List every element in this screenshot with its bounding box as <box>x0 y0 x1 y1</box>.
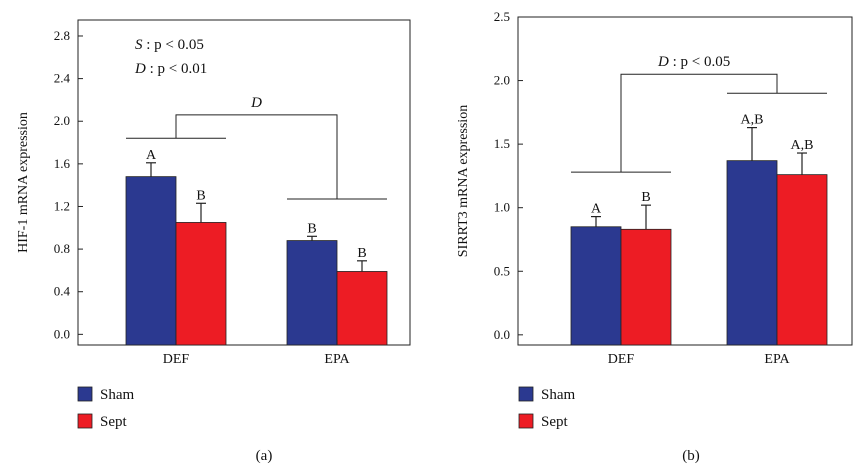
y-tick-label: 1.6 <box>54 156 71 171</box>
stat-factor: S <box>135 37 143 53</box>
bar-sept-def <box>620 228 672 346</box>
bracket-connector <box>175 114 338 200</box>
legend-label-sham: Sham <box>541 387 576 403</box>
y-tick-label: 0.4 <box>54 284 71 299</box>
y-tick-label: 1.0 <box>494 200 510 215</box>
y-tick-label: 2.8 <box>54 28 70 43</box>
significance-letter: B <box>641 190 650 205</box>
significance-letter: A <box>146 148 157 163</box>
plot-frame <box>77 19 411 346</box>
stat-text: : p < 0.01 <box>146 61 207 77</box>
panel-a: 0.0 0.4 0.8 1.2 1.6 2.0 2.4 2.8 HIF-1 mRNA expre… <box>16 19 411 464</box>
bar-sham-epa <box>726 160 778 346</box>
y-tick-label: 2.4 <box>54 71 71 86</box>
significance-letter: B <box>307 221 316 236</box>
panel-label: (b) <box>682 448 700 464</box>
bar-sham-def <box>125 176 177 346</box>
significance-letter: A <box>591 202 602 217</box>
bar-sept-def <box>175 222 227 346</box>
panel-b: 0.0 0.5 1.0 1.5 2.0 2.5 SIRRT3 mRNA expression… <box>456 9 853 464</box>
stat-annotation: S : p < 0.05 <box>135 37 204 53</box>
stat-annotation: D : p < 0.05 <box>657 54 730 70</box>
stat-factor: D <box>134 61 146 77</box>
y-tick-label: 2.5 <box>494 9 510 24</box>
y-tick-label: 2.0 <box>494 73 510 88</box>
stat-annotation: D : p < 0.01 <box>134 61 207 77</box>
bar-sham-epa <box>286 240 338 346</box>
y-tick-label: 1.2 <box>54 198 70 213</box>
y-tick-label: 0.8 <box>54 241 70 256</box>
x-category-label: EPA <box>324 352 350 367</box>
y-tick-label: 0.0 <box>54 326 70 341</box>
legend-swatch-sham <box>77 386 93 402</box>
legend-swatch-sept <box>77 413 93 429</box>
panel-label: (a) <box>256 448 273 464</box>
x-category-label: DEF <box>608 352 635 367</box>
significance-letter: A,B <box>791 138 814 153</box>
legend-label-sham: Sham <box>100 387 135 403</box>
plot-frame <box>517 16 853 346</box>
bar-sham-def <box>570 226 622 346</box>
x-category-label: DEF <box>163 352 190 367</box>
y-axis-label: HIF-1 mRNA expression <box>16 112 31 253</box>
y-tick-label: 0.0 <box>494 327 510 342</box>
bracket-label: D <box>250 95 262 111</box>
bar-sept-epa <box>776 174 828 346</box>
legend-swatch-sham <box>518 386 534 402</box>
stat-text: : p < 0.05 <box>669 54 730 70</box>
y-axis-label: SIRRT3 mRNA expression <box>456 105 471 257</box>
y-tick-label: 1.5 <box>494 136 510 151</box>
y-tick-label: 0.5 <box>494 263 510 278</box>
significance-letter: A,B <box>741 113 764 128</box>
x-category-label: EPA <box>764 352 790 367</box>
legend-label-sept: Sept <box>541 414 569 430</box>
legend-label-sept: Sept <box>100 414 128 430</box>
y-tick-label: 2.0 <box>54 113 70 128</box>
significance-letter: B <box>196 188 205 203</box>
bracket-connector <box>620 73 778 173</box>
legend-swatch-sept <box>518 413 534 429</box>
stat-factor: D <box>657 54 669 70</box>
significance-letter: B <box>357 246 366 261</box>
bar-sept-epa <box>336 271 388 346</box>
stat-text: : p < 0.05 <box>143 37 204 53</box>
